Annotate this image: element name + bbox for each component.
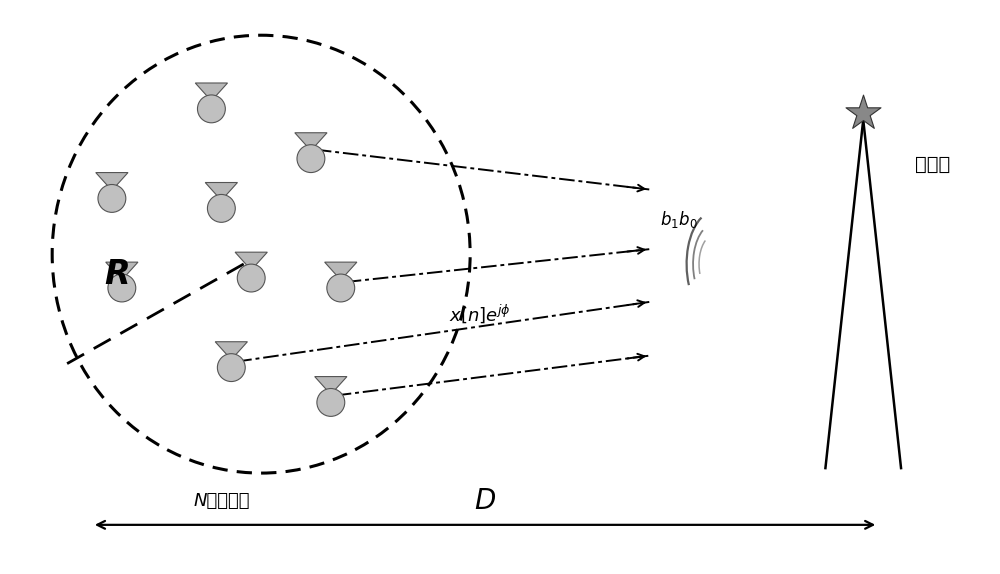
- Circle shape: [98, 184, 126, 212]
- Polygon shape: [96, 173, 128, 191]
- Circle shape: [317, 389, 345, 416]
- Polygon shape: [205, 183, 237, 200]
- Text: $x[n]e^{j\phi}$: $x[n]e^{j\phi}$: [449, 302, 511, 325]
- Text: N发送节点: N发送节点: [193, 492, 250, 510]
- Polygon shape: [215, 342, 247, 360]
- Circle shape: [297, 145, 325, 173]
- Text: $D$: $D$: [474, 487, 496, 515]
- Polygon shape: [315, 377, 347, 394]
- Polygon shape: [195, 83, 228, 101]
- Polygon shape: [295, 133, 327, 150]
- Circle shape: [108, 274, 136, 302]
- Text: 接收端: 接收端: [915, 155, 951, 174]
- Text: $b_1b_0$: $b_1b_0$: [660, 209, 698, 230]
- Circle shape: [207, 195, 235, 222]
- Text: R: R: [104, 258, 130, 290]
- Polygon shape: [106, 262, 138, 280]
- Polygon shape: [235, 252, 267, 270]
- Circle shape: [217, 354, 245, 382]
- Circle shape: [237, 264, 265, 292]
- Circle shape: [327, 274, 355, 302]
- Circle shape: [197, 95, 225, 123]
- Polygon shape: [325, 262, 357, 280]
- Point: [855, 108, 871, 118]
